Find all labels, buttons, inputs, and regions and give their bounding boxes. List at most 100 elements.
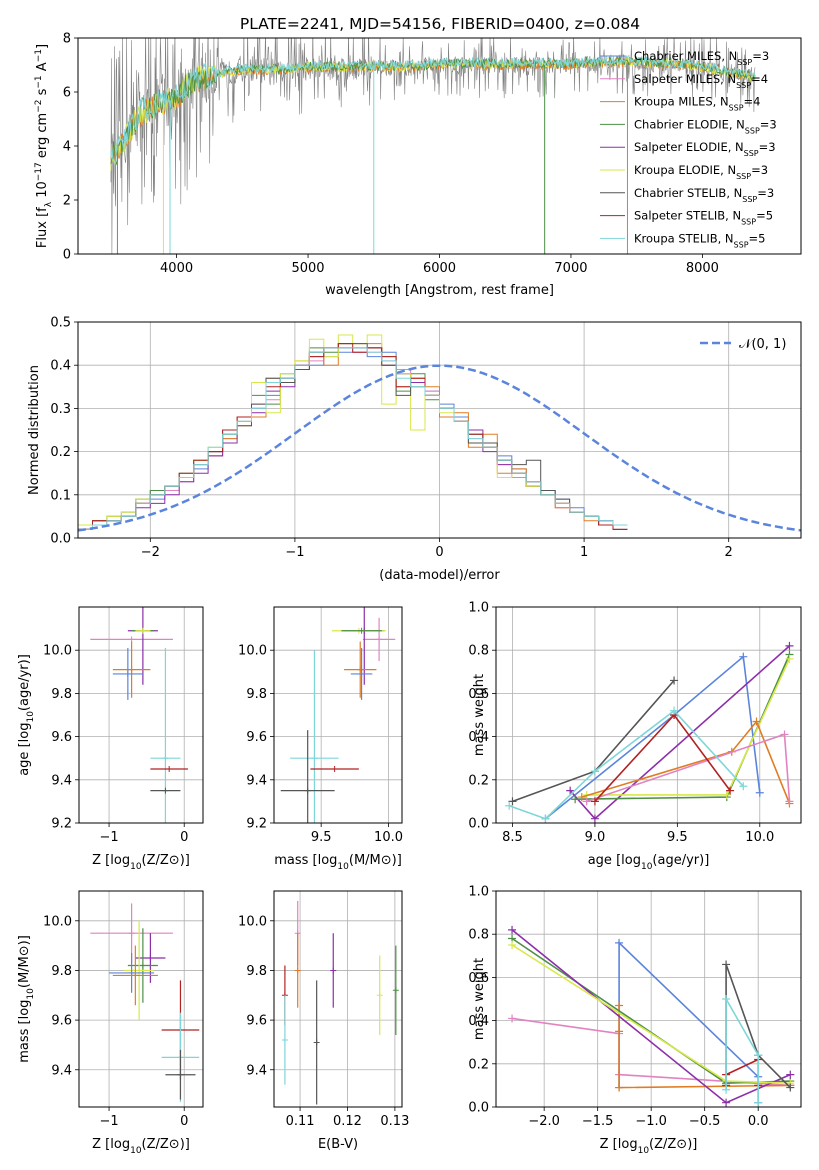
legend: 𝒩(0, 1) xyxy=(700,337,786,352)
point-marker xyxy=(147,955,154,962)
point-marker xyxy=(128,636,135,643)
errorbar-point-chabrier_miles xyxy=(112,648,143,700)
x-tick-label: 2 xyxy=(725,545,733,560)
point-marker xyxy=(313,1039,320,1046)
x-tick-label: 1 xyxy=(580,545,588,560)
plot-area xyxy=(281,900,399,1105)
panel-spectrum: 4000 5000 6000 7000 8000 0 2 4 6 8 Chabrier MILES,… xyxy=(34,32,802,298)
weight-point xyxy=(722,1085,731,1094)
histogram-salpeter_elodie xyxy=(78,347,628,530)
weight-series-salpeter_elodie xyxy=(508,925,795,1107)
point-marker xyxy=(294,967,301,974)
errorbar-point-kroupa_elodie xyxy=(135,627,151,634)
y-tick-label: 0.8 xyxy=(468,928,489,943)
errorbar-point-salpeter_stelib xyxy=(310,766,359,772)
plot-area xyxy=(78,334,801,532)
point-marker xyxy=(311,755,318,762)
x-axis-label: Z [log10(Z/Z⊙)] xyxy=(92,1137,190,1156)
x-tick-label: 9.5 xyxy=(311,830,332,845)
weight-line xyxy=(544,655,761,820)
y-tick-label: 2 xyxy=(63,194,71,209)
weight-point xyxy=(785,797,794,806)
x-tick-label: −2.0 xyxy=(528,1114,560,1129)
y-tick-label: 9.6 xyxy=(51,730,72,745)
errorbar-point-kroupa_miles xyxy=(294,933,301,1008)
y-tick-label: 0.6 xyxy=(468,687,489,702)
point-marker xyxy=(139,962,146,969)
grid xyxy=(79,607,203,824)
errorbar-point-salpeter_miles xyxy=(90,636,173,643)
x-axis-label: E(B-V) xyxy=(318,1137,358,1152)
point-marker xyxy=(162,755,169,762)
weight-point xyxy=(508,941,517,949)
histogram-salpeter_miles xyxy=(78,347,628,530)
y-tick-label: 0.4 xyxy=(50,359,71,374)
weight-point xyxy=(590,797,599,806)
errorbar-point-chabrier_miles xyxy=(350,648,373,700)
weight-point xyxy=(752,717,761,726)
histogram-chabrier_miles xyxy=(78,351,628,526)
point-marker xyxy=(162,787,169,794)
x-tick-label: 9.5 xyxy=(667,830,688,845)
axes-frame xyxy=(78,606,204,824)
weight-line xyxy=(508,709,744,820)
weight-point xyxy=(726,786,735,795)
y-tick-label: 0.1 xyxy=(50,488,71,503)
errorbar-point-chabrier_elodie xyxy=(127,928,158,1003)
plot-area xyxy=(280,607,396,823)
point-marker xyxy=(358,627,365,634)
weight-point xyxy=(739,782,748,791)
x-tick-label: 8000 xyxy=(686,261,719,276)
panel-weight_vs_age: 8.5 9.0 9.5 10.0 0.0 0.2 0.4 0.6 0.8 1.0 age [log1… xyxy=(468,601,802,872)
x-tick-label: 5000 xyxy=(291,261,324,276)
panel-mass_vs_ebv: 0.11 0.12 0.13 9.4 9.6 9.8 10.0 E(B-V) xyxy=(238,890,409,1152)
weight-point xyxy=(590,767,599,776)
x-tick-label: 10.0 xyxy=(745,830,774,845)
axes-frame xyxy=(77,321,802,539)
y-tick-label: 0.4 xyxy=(468,730,489,745)
x-tick-label: 7000 xyxy=(554,261,587,276)
errorbar-point-kroupa_stelib xyxy=(150,648,181,823)
x-tick-label: 0.0 xyxy=(748,1114,769,1129)
x-tick-label: −2 xyxy=(141,545,160,560)
panel-mass_vs_Z: −1 0 9.4 9.6 9.8 10.0 Z [log10(Z/Z⊙)] mass [log… xyxy=(17,890,204,1156)
weight-point xyxy=(541,814,550,823)
y-tick-label: 0.0 xyxy=(468,817,489,832)
errorbar-point-chabrier_miles xyxy=(109,953,155,993)
y-axis-label: age [log10(age/yr)] xyxy=(17,654,36,776)
y-tick-label: 10.0 xyxy=(238,644,267,659)
point-marker xyxy=(281,1036,288,1043)
axes-frame xyxy=(495,606,802,824)
grid xyxy=(274,891,402,1107)
y-tick-label: 9.2 xyxy=(246,817,267,832)
errorbar-point-chabrier_stelib xyxy=(150,787,181,794)
plot-area xyxy=(508,925,795,1107)
y-axis-label: Flux [fλ 10−17 erg cm−2 s−1 A−1] xyxy=(34,44,54,248)
point-marker xyxy=(392,987,399,994)
weight-point xyxy=(508,1014,517,1023)
model-spectrum-chabrier_elodie xyxy=(110,55,756,166)
point-marker xyxy=(177,1071,184,1078)
histogram-chabrier_elodie xyxy=(78,347,628,530)
errorbar-point-kroupa_miles xyxy=(112,945,158,1006)
weight-point xyxy=(615,938,624,947)
weight-series-kroupa_miles xyxy=(615,1001,795,1092)
x-tick-label: −1 xyxy=(285,545,304,560)
axes-frame xyxy=(273,606,403,824)
ticks: −1 0 9.2 9.4 9.6 9.8 10.0 xyxy=(43,644,188,845)
point-marker xyxy=(376,992,383,999)
errorbar-point-chabrier_stelib xyxy=(313,980,320,1105)
errorbar-point-kroupa_miles xyxy=(112,641,151,698)
y-axis-label: Normed distribution xyxy=(27,365,42,495)
y-tick-label: 10.0 xyxy=(43,644,72,659)
x-tick-label: −0.5 xyxy=(689,1114,721,1129)
y-axis-label: mass weight xyxy=(472,674,487,756)
normal-curve xyxy=(78,364,801,532)
x-axis-label: wavelength [Angstrom, rest frame] xyxy=(325,283,554,298)
point-marker xyxy=(357,666,364,673)
weight-point xyxy=(508,797,517,806)
errorbar-point-salpeter_miles xyxy=(362,617,396,661)
model-spectrum-kroupa_stelib xyxy=(110,54,756,165)
weight-point xyxy=(577,793,586,802)
